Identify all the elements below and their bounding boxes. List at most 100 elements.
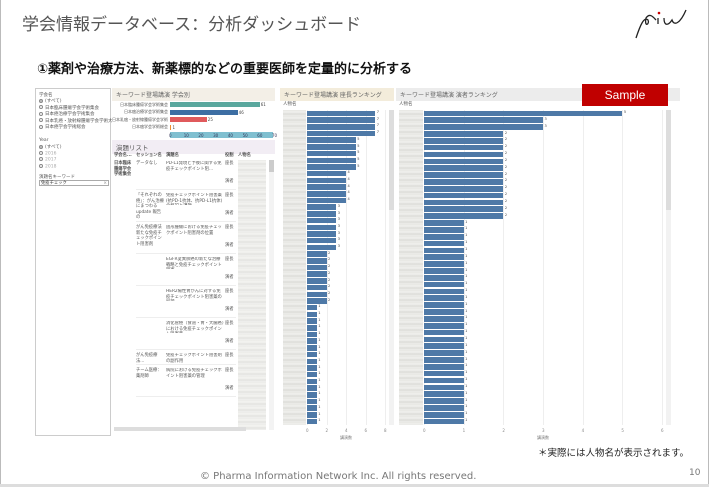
ranking-bar[interactable] bbox=[424, 165, 504, 172]
ranking-bar[interactable] bbox=[307, 351, 317, 358]
ranking-bar[interactable] bbox=[424, 185, 504, 192]
ranking-bar[interactable] bbox=[424, 233, 464, 240]
ranking-bar[interactable] bbox=[307, 231, 337, 237]
row-title[interactable]: 固形腫瘍における免疫チェックポイント阻害剤の位置 bbox=[166, 225, 222, 236]
ranking-bar[interactable] bbox=[307, 137, 356, 143]
ranking-bar[interactable] bbox=[307, 170, 346, 177]
society-option[interactable]: 日本乳癌・放射線腫瘍学会学術大会 bbox=[39, 118, 117, 124]
ranking-bar[interactable] bbox=[307, 150, 356, 157]
ranking-bar[interactable] bbox=[307, 244, 337, 251]
ranking-bar[interactable] bbox=[307, 264, 327, 271]
ranking-bar[interactable] bbox=[424, 192, 504, 199]
year-option[interactable]: 2016 bbox=[39, 150, 56, 156]
society-bar[interactable] bbox=[170, 109, 238, 115]
ranking-bar[interactable] bbox=[307, 130, 376, 137]
ranking-bar[interactable] bbox=[424, 411, 464, 418]
ranking-bar[interactable] bbox=[307, 224, 337, 231]
ranking-bar[interactable] bbox=[307, 291, 327, 298]
ranking-bar[interactable] bbox=[424, 309, 464, 315]
ranking-scrollbar[interactable] bbox=[389, 110, 394, 425]
ranking-bar[interactable] bbox=[424, 213, 504, 219]
ranking-bar[interactable] bbox=[424, 350, 464, 356]
society-option[interactable]: (すべて) bbox=[39, 98, 62, 104]
ranking-bar[interactable] bbox=[307, 365, 317, 371]
row-title[interactable]: 病院における免疫チェックポイント阻害薬の管理 bbox=[166, 368, 222, 379]
ranking-bar[interactable] bbox=[424, 288, 464, 295]
society-bar[interactable] bbox=[170, 102, 260, 107]
column-header[interactable]: 役割 bbox=[225, 153, 234, 158]
column-header[interactable]: 学会名... bbox=[114, 153, 132, 158]
ranking-bar[interactable] bbox=[307, 271, 327, 277]
column-header[interactable]: 演題名 bbox=[166, 153, 179, 158]
ranking-bar[interactable] bbox=[424, 316, 464, 322]
ranking-bar[interactable] bbox=[307, 164, 356, 170]
ranking-bar[interactable] bbox=[424, 261, 464, 267]
row-title[interactable]: EGFR変異肺癌の新たな治療戦略と免疫チェックポイント阻害 bbox=[166, 257, 222, 269]
ranking-bar[interactable] bbox=[307, 318, 317, 324]
ranking-bar[interactable] bbox=[424, 274, 464, 281]
ranking-bar[interactable] bbox=[307, 284, 327, 291]
ranking-bar[interactable] bbox=[307, 124, 376, 130]
ranking-bar[interactable] bbox=[424, 418, 464, 425]
society-bar[interactable] bbox=[170, 124, 172, 130]
ranking-bar[interactable] bbox=[424, 206, 504, 213]
ranking-bar[interactable] bbox=[424, 240, 464, 247]
ranking-bar[interactable] bbox=[307, 177, 346, 184]
ranking-bar[interactable] bbox=[307, 358, 317, 365]
ranking-bar[interactable] bbox=[307, 251, 327, 257]
ranking-bar[interactable] bbox=[307, 217, 337, 224]
ranking-bar[interactable] bbox=[307, 157, 356, 163]
ranking-bar[interactable] bbox=[307, 197, 346, 204]
ranking-bar[interactable] bbox=[424, 124, 543, 130]
radio-icon[interactable] bbox=[39, 118, 43, 122]
ranking-bar[interactable] bbox=[307, 405, 317, 411]
row-title[interactable]: 消化管癌（食道・胃・大腸癌）における免疫チェックポイント阻害薬 bbox=[166, 321, 224, 333]
ranking-bar[interactable] bbox=[307, 371, 317, 378]
ranking-bar[interactable] bbox=[424, 377, 464, 384]
ranking-bar[interactable] bbox=[424, 343, 464, 350]
ranking-bar[interactable] bbox=[307, 237, 337, 244]
ranking-bar[interactable] bbox=[424, 370, 464, 377]
ranking-bar[interactable] bbox=[424, 391, 464, 397]
year-option[interactable]: (すべて) bbox=[39, 144, 62, 150]
row-title[interactable]: PD-L1発現と予後に関する免疫チェックポイント阻... bbox=[166, 161, 222, 172]
ranking-bar[interactable] bbox=[307, 338, 317, 344]
radio-icon[interactable] bbox=[39, 111, 43, 116]
ranking-bar[interactable] bbox=[307, 398, 317, 405]
radio-icon[interactable] bbox=[39, 150, 43, 155]
ranking-bar[interactable] bbox=[307, 278, 327, 284]
row-title[interactable]: 免疫チェックポイント阻害剤の副作用 bbox=[166, 353, 222, 364]
ranking-bar[interactable] bbox=[424, 363, 464, 370]
society-bar[interactable] bbox=[170, 117, 207, 122]
ranking-bar[interactable] bbox=[424, 172, 504, 178]
ranking-bar[interactable] bbox=[307, 211, 337, 217]
ranking-bar[interactable] bbox=[424, 398, 464, 404]
list-horizontal-scrollbar[interactable] bbox=[114, 427, 246, 431]
ranking-bar[interactable] bbox=[424, 384, 464, 391]
radio-icon[interactable] bbox=[39, 144, 43, 149]
ranking-bar[interactable] bbox=[307, 184, 346, 190]
ranking-bar[interactable] bbox=[307, 412, 317, 418]
keyword-input[interactable]: 免疫チェック × bbox=[39, 180, 109, 186]
society-option[interactable]: 日本癌治療学会学術集会 bbox=[39, 111, 95, 117]
ranking-bar[interactable] bbox=[307, 117, 376, 123]
clear-icon[interactable]: × bbox=[103, 181, 107, 186]
row-title[interactable]: HER2陽性胃がんに対する免疫チェックポイント阻害薬の展望 bbox=[166, 289, 222, 301]
ranking-bar[interactable] bbox=[307, 144, 356, 150]
ranking-bar[interactable] bbox=[307, 345, 317, 351]
ranking-bar[interactable] bbox=[307, 110, 376, 117]
ranking-bar[interactable] bbox=[424, 151, 504, 158]
radio-icon[interactable] bbox=[39, 105, 43, 109]
ranking-bar[interactable] bbox=[307, 298, 327, 304]
radio-icon[interactable] bbox=[39, 163, 43, 168]
ranking-bar[interactable] bbox=[424, 322, 464, 329]
ranking-bar[interactable] bbox=[424, 131, 504, 137]
column-header[interactable]: セッション名 bbox=[136, 153, 162, 158]
year-option[interactable]: 2017 bbox=[39, 157, 56, 163]
ranking-bar[interactable] bbox=[424, 281, 464, 288]
ranking-bar[interactable] bbox=[424, 247, 464, 254]
radio-icon[interactable] bbox=[39, 124, 43, 129]
ranking-bar[interactable] bbox=[424, 199, 504, 206]
ranking-bar[interactable] bbox=[424, 220, 464, 226]
ranking-bar[interactable] bbox=[307, 385, 317, 391]
